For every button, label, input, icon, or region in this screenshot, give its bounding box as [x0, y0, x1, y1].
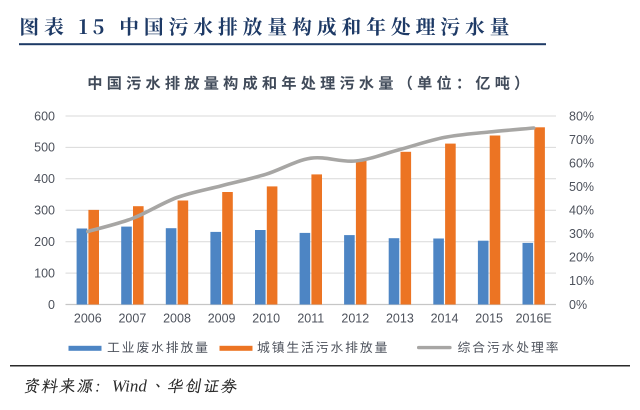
svg-text:500: 500 — [34, 141, 55, 155]
svg-text:80%: 80% — [569, 109, 594, 123]
svg-text:70%: 70% — [569, 133, 594, 147]
svg-text:2013: 2013 — [386, 312, 414, 326]
svg-text:30%: 30% — [569, 227, 594, 241]
svg-text:60%: 60% — [569, 156, 594, 170]
svg-text:200: 200 — [34, 235, 55, 249]
svg-text:300: 300 — [34, 204, 55, 218]
svg-text:100: 100 — [34, 266, 55, 280]
svg-text:2015: 2015 — [475, 312, 503, 326]
svg-text:2009: 2009 — [208, 312, 236, 326]
svg-text:2016E: 2016E — [516, 312, 552, 326]
svg-text:10%: 10% — [569, 274, 594, 288]
svg-text:2014: 2014 — [431, 312, 459, 326]
svg-text:40%: 40% — [569, 204, 594, 218]
svg-text:20%: 20% — [569, 251, 594, 265]
svg-text:600: 600 — [34, 109, 55, 123]
svg-text:50%: 50% — [569, 180, 594, 194]
svg-text:2010: 2010 — [252, 312, 280, 326]
svg-text:2011: 2011 — [297, 312, 324, 326]
svg-text:2012: 2012 — [341, 312, 369, 326]
svg-text:0: 0 — [48, 298, 55, 312]
svg-text:2006: 2006 — [74, 312, 102, 326]
svg-text:0%: 0% — [569, 298, 587, 312]
svg-text:Wind: Wind — [112, 377, 147, 396]
svg-text:400: 400 — [34, 172, 55, 186]
svg-text:2008: 2008 — [163, 312, 191, 326]
svg-text:2007: 2007 — [118, 312, 146, 326]
